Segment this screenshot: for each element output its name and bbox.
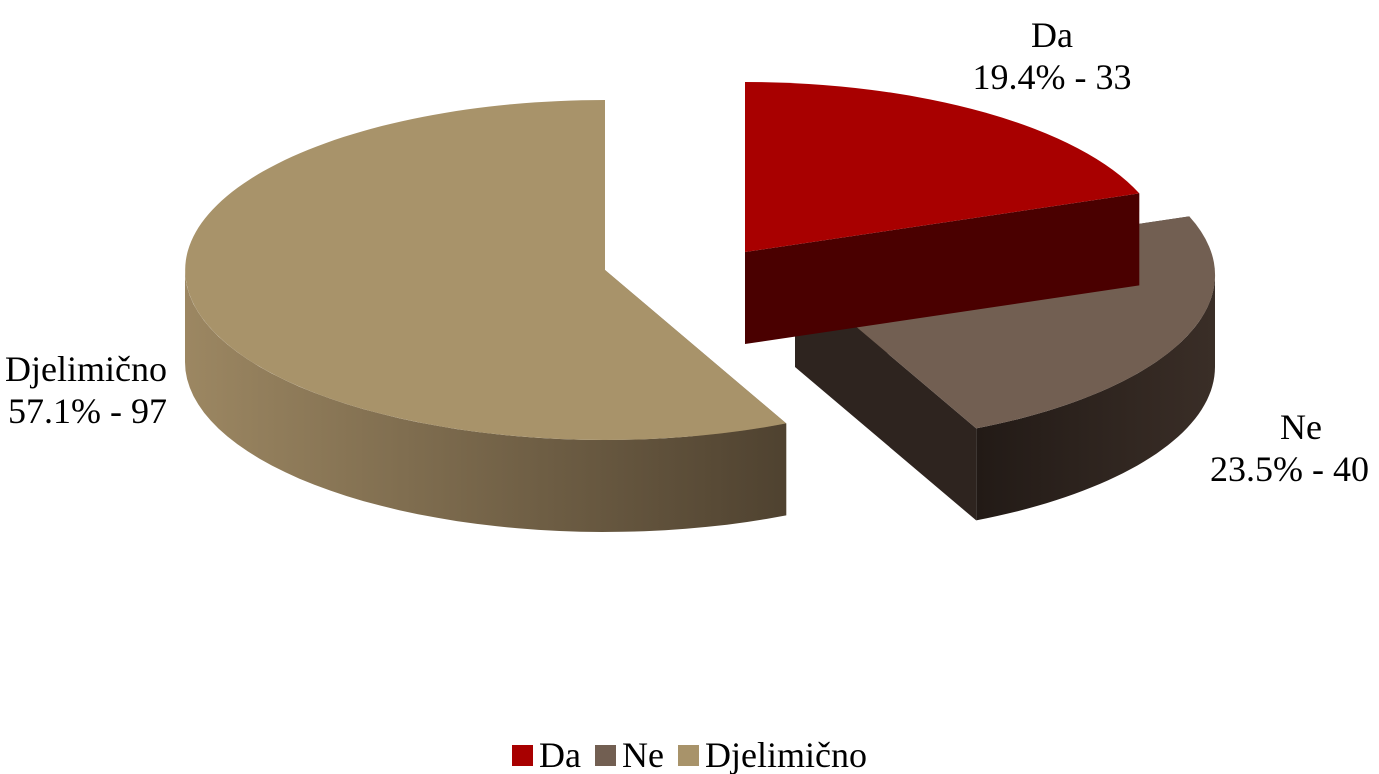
slice-label-name: Djelimično — [5, 349, 167, 389]
slice-label-djelimicno: Djelimično 57.1% - 97 — [5, 348, 167, 432]
pie-slice-wall — [745, 193, 1140, 344]
slice-label-value: 19.4% - 33 — [972, 57, 1132, 97]
pie-slice-da — [745, 81, 1140, 344]
pie-slice-djelimicno — [185, 100, 787, 532]
slice-label-name: Da — [1031, 15, 1073, 55]
pie-slice-rim — [976, 275, 1215, 521]
legend-item-djelimicno: Djelimično — [678, 734, 867, 774]
legend-item-ne: Ne — [595, 734, 664, 774]
legend-item-da: Da — [512, 734, 581, 774]
slice-label-name: Ne — [1280, 407, 1322, 447]
legend-swatch — [678, 744, 699, 766]
slice-label-da: Da 19.4% - 33 — [973, 14, 1132, 98]
legend-label: Djelimično — [705, 735, 867, 774]
legend-swatch — [512, 744, 534, 766]
pie-slice-wall — [795, 275, 977, 521]
pie-slice-top — [185, 100, 787, 440]
slice-label-ne: Ne 23.5% - 40 — [1210, 406, 1369, 490]
pie-slice-top — [745, 81, 1140, 252]
legend-swatch — [595, 744, 617, 766]
slice-label-value: 57.1% - 97 — [8, 391, 167, 431]
legend-label: Da — [539, 735, 582, 774]
legend-label: Ne — [622, 735, 664, 774]
slice-label-value: 23.5% - 40 — [1210, 449, 1369, 489]
chart-legend: Da Ne Djelimično — [0, 734, 1379, 774]
pie-slice-rim — [185, 270, 787, 532]
